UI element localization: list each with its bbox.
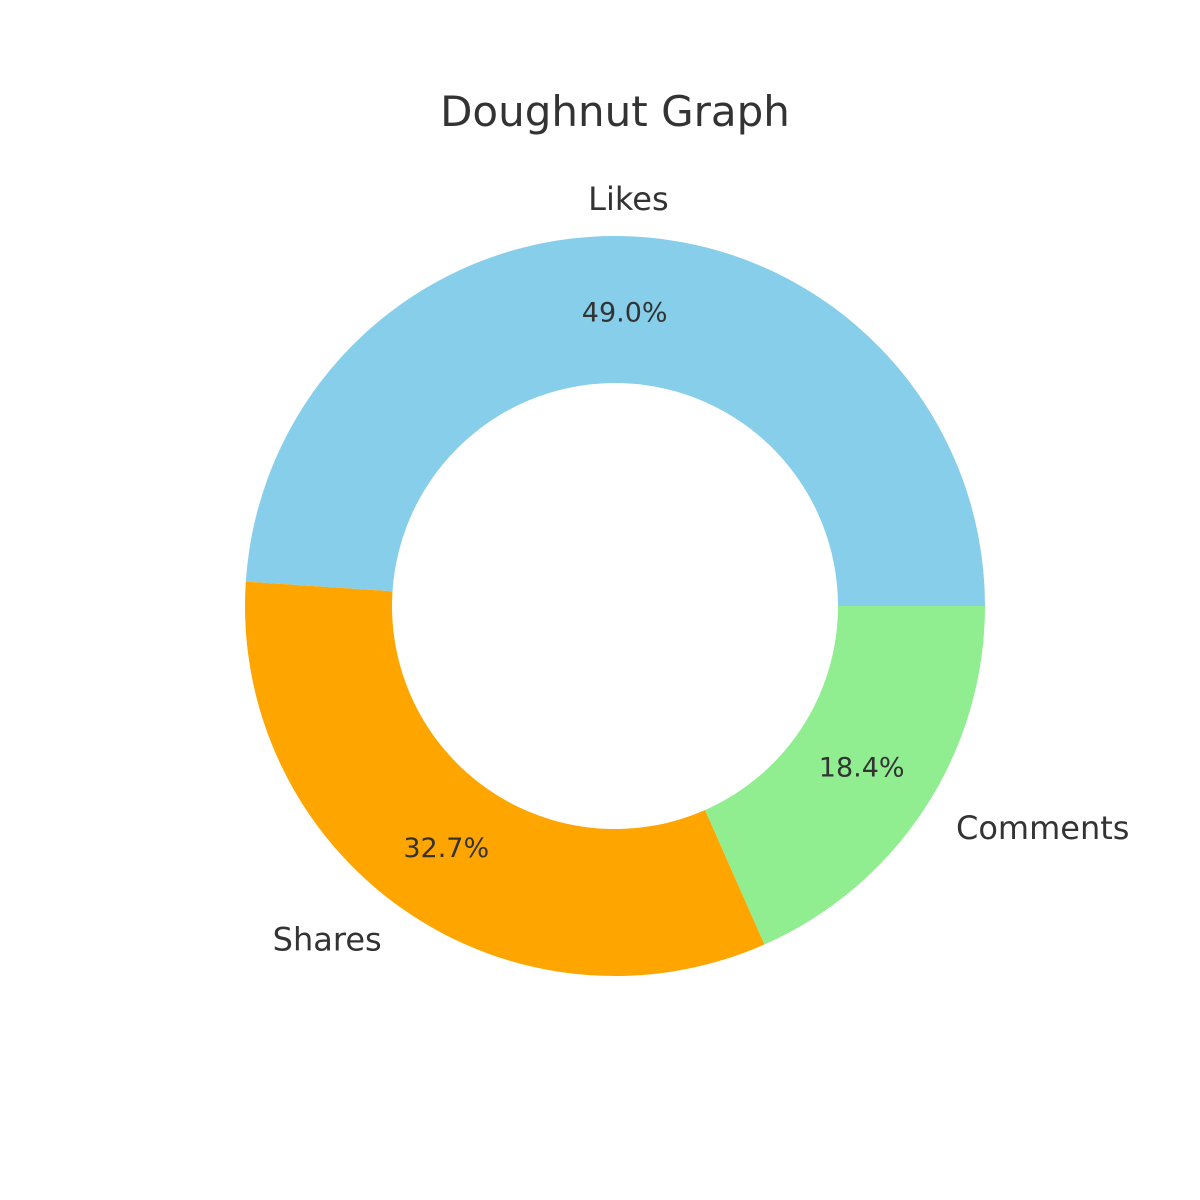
slice-label-likes: Likes bbox=[588, 180, 668, 218]
doughnut-slices bbox=[245, 235, 985, 977]
percent-label-likes: 49.0% bbox=[582, 298, 668, 329]
slice-shares bbox=[245, 581, 765, 977]
chart-title: Doughnut Graph bbox=[440, 87, 790, 136]
slice-label-shares: Shares bbox=[273, 920, 382, 958]
slice-label-comments: Comments bbox=[956, 809, 1129, 847]
percent-label-shares: 32.7% bbox=[403, 833, 489, 864]
slice-likes bbox=[245, 235, 985, 607]
percent-label-comments: 18.4% bbox=[819, 753, 905, 784]
slice-labels: Likes 49.0% Shares 32.7% Comments 18.4% bbox=[273, 180, 1130, 958]
slice-comments bbox=[705, 606, 985, 945]
